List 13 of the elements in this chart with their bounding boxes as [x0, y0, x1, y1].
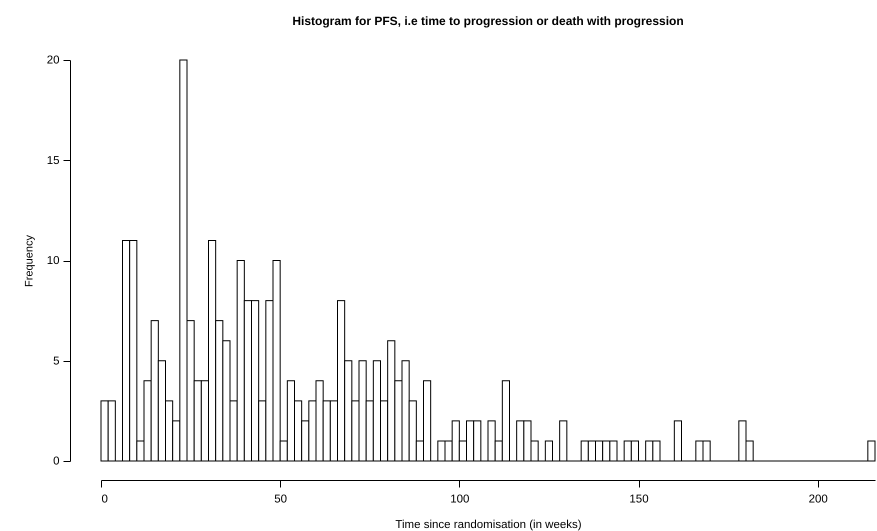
y-axis-title: Frequency	[24, 234, 36, 287]
y-tick-label: 0	[53, 456, 60, 468]
chart-title: Histogram for PFS, i.e time to progression or death with progression	[292, 14, 684, 28]
y-tick-label: 20	[46, 54, 60, 66]
y-tick-label: 15	[46, 154, 60, 167]
x-tick-label: 150	[629, 494, 649, 506]
y-tick-label: 5	[53, 355, 60, 368]
x-tick-label: 200	[808, 494, 828, 506]
x-tick-label: 50	[274, 494, 288, 506]
x-tick-label: 0	[102, 494, 108, 506]
x-tick-label: 100	[450, 494, 470, 506]
x-axis-title: Time since randomisation (in weeks)	[395, 519, 582, 531]
y-tick-label: 10	[46, 255, 60, 267]
